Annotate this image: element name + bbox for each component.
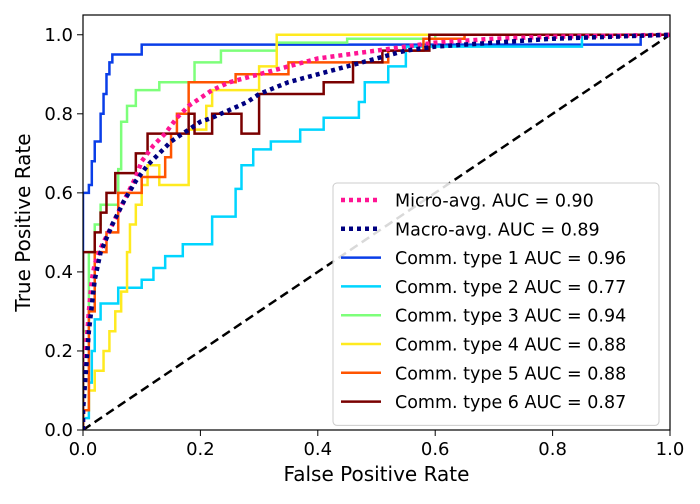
x-tick-label: 0.0 <box>69 439 98 460</box>
legend-label: Comm. type 6 AUC = 0.87 <box>395 393 626 413</box>
roc-series-line-1 <box>83 32 670 430</box>
roc-series-line-2 <box>83 32 670 430</box>
legend-label: Comm. type 5 AUC = 0.88 <box>395 364 626 384</box>
y-tick-label: 1.0 <box>44 25 73 46</box>
legend: Micro-avg. AUC = 0.90 Macro-avg. AUC = 0.… <box>332 182 660 426</box>
y-tick-label: 0.4 <box>44 262 73 283</box>
roc-curves <box>83 32 670 430</box>
x-tick-label: 1.0 <box>656 439 685 460</box>
roc-series-line-3 <box>83 33 670 430</box>
legend-label: Micro-avg. AUC = 0.90 <box>395 192 594 212</box>
y-tick-label: 0.6 <box>44 183 73 204</box>
legend-label: Comm. type 1 AUC = 0.96 <box>395 249 626 269</box>
roc-series-line-6 <box>83 33 670 430</box>
plot-frame <box>82 14 671 431</box>
x-tick-label: 0.8 <box>538 439 567 460</box>
axis-ticks: 0.0 0.2 0.4 0.6 0.8 1.0 0.0 0.2 0.4 0.6 0.8 1.0 <box>44 25 684 460</box>
legend-box <box>332 182 660 426</box>
y-tick-label: 0.2 <box>44 341 73 362</box>
roc-series-line-4 <box>83 33 670 430</box>
y-axis-title: True Positive Rate <box>11 133 35 312</box>
x-tick-label: 0.4 <box>303 439 332 460</box>
legend-label: Comm. type 2 AUC = 0.77 <box>395 278 626 298</box>
legend-label: Macro-avg. AUC = 0.89 <box>395 220 600 240</box>
x-tick-label: 0.6 <box>421 439 450 460</box>
y-tick-label: 0.0 <box>44 420 73 441</box>
legend-label: Comm. type 3 AUC = 0.94 <box>395 307 626 327</box>
y-tick-label: 0.8 <box>44 104 73 125</box>
roc-series-line-8 <box>83 33 670 430</box>
x-tick-label: 0.2 <box>186 439 215 460</box>
legend-label: Comm. type 4 AUC = 0.88 <box>395 336 626 356</box>
x-axis-title: False Positive Rate <box>284 462 470 486</box>
